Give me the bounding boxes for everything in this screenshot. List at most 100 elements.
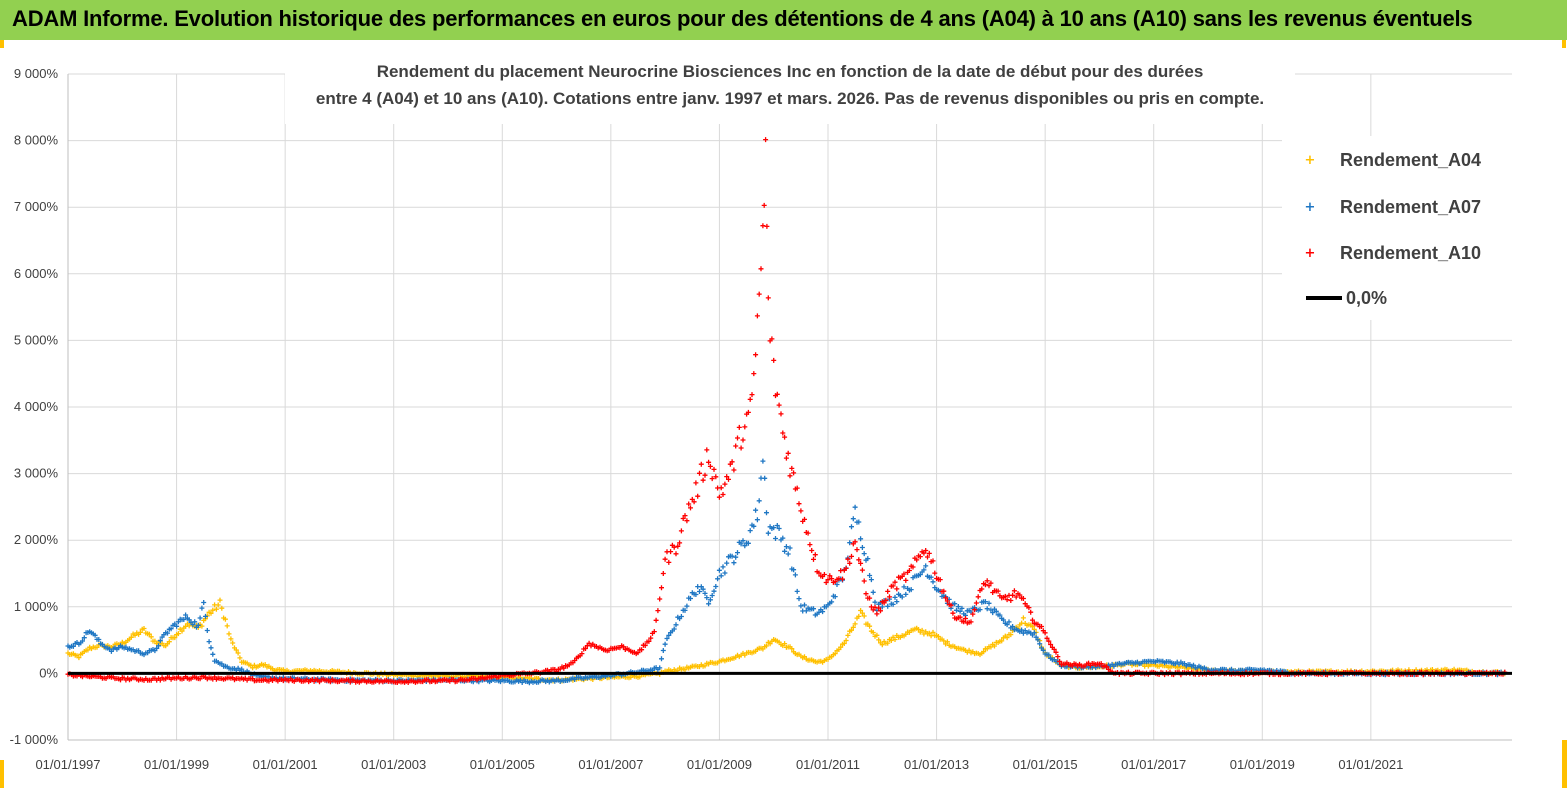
point-a07 — [776, 526, 782, 531]
legend-marker-a04: + — [1304, 152, 1316, 168]
point-a07 — [168, 626, 174, 632]
corner-mark-top-left — [0, 40, 4, 48]
point-a07 — [1191, 662, 1196, 668]
y-tick-label: 1 000% — [14, 599, 59, 614]
point-a04 — [988, 644, 994, 650]
legend-item-a10: + Rendement_A10 — [1300, 241, 1482, 265]
point-a07 — [780, 535, 786, 541]
point-a07 — [798, 603, 804, 609]
point-a04 — [941, 638, 947, 644]
point-a10 — [910, 564, 916, 570]
point-a10 — [1048, 642, 1054, 647]
point-a04 — [146, 631, 152, 637]
point-a10 — [961, 619, 967, 625]
point-a07 — [865, 556, 871, 562]
point-a10 — [646, 638, 652, 644]
point-a07 — [901, 584, 907, 590]
point-a10 — [1002, 593, 1008, 599]
point-a04 — [230, 640, 236, 646]
point-a04 — [233, 647, 239, 653]
point-a07 — [954, 607, 959, 613]
point-a07 — [201, 600, 207, 605]
point-a10 — [698, 461, 704, 467]
point-a04 — [1020, 615, 1026, 621]
point-a10 — [740, 437, 746, 443]
point-a07 — [693, 592, 699, 597]
legend-label-a07: Rendement_A07 — [1340, 196, 1482, 217]
point-a07 — [1033, 634, 1039, 640]
y-tick-label: 5 000% — [14, 332, 59, 347]
point-a07 — [660, 648, 666, 653]
point-a04 — [870, 630, 876, 635]
point-a10 — [1046, 638, 1052, 644]
point-a07 — [785, 551, 791, 557]
point-a07 — [834, 582, 840, 587]
point-a07 — [1035, 637, 1041, 643]
point-a07 — [773, 536, 778, 541]
x-tick-label: 01/01/2007 — [578, 757, 643, 772]
point-a07 — [731, 560, 737, 566]
point-a07 — [199, 605, 205, 611]
point-a07 — [917, 572, 923, 578]
point-a04 — [876, 637, 882, 643]
point-a10 — [688, 505, 693, 511]
point-a10 — [700, 477, 706, 483]
point-a10 — [937, 577, 943, 583]
point-a07 — [783, 544, 789, 550]
point-a10 — [878, 608, 883, 614]
chart-title-line-2: entre 4 (A04) et 10 ans (A10). Cotations… — [315, 89, 1265, 108]
point-a10 — [678, 528, 684, 534]
chart-title: Rendement du placement Neurocrine Biosci… — [285, 58, 1295, 124]
point-a07 — [984, 606, 990, 612]
x-tick-label: 01/01/2013 — [904, 757, 969, 772]
point-a07 — [861, 551, 867, 557]
point-a10 — [847, 560, 853, 566]
point-a04 — [856, 613, 862, 619]
point-a07 — [659, 656, 664, 662]
point-a07 — [1031, 630, 1037, 636]
point-a07 — [738, 541, 744, 547]
point-a10 — [756, 291, 762, 297]
point-a10 — [984, 578, 990, 584]
point-a07 — [930, 579, 936, 585]
point-a07 — [1001, 617, 1006, 623]
point-a07 — [733, 554, 739, 560]
report-title: ADAM Informe. Evolution historique des p… — [12, 6, 1473, 31]
point-a10 — [805, 530, 811, 536]
point-a10 — [901, 571, 907, 577]
point-a07 — [706, 601, 712, 607]
point-a07 — [197, 615, 203, 621]
point-a10 — [796, 501, 802, 507]
point-a10 — [713, 474, 719, 480]
point-a10 — [852, 539, 858, 545]
point-a10 — [1026, 605, 1032, 611]
point-a10 — [695, 493, 701, 499]
point-a04 — [992, 643, 997, 649]
point-a07 — [892, 594, 898, 600]
point-a10 — [876, 605, 882, 611]
point-a10 — [787, 473, 793, 479]
point-a10 — [761, 202, 767, 208]
point-a10 — [668, 549, 674, 555]
point-a10 — [975, 594, 981, 600]
point-a10 — [867, 595, 873, 601]
y-tick-label: 2 000% — [14, 532, 59, 547]
point-a10 — [1104, 664, 1110, 670]
point-a10 — [677, 540, 683, 546]
point-a04 — [916, 627, 921, 632]
point-a10 — [635, 650, 641, 656]
point-a10 — [1020, 596, 1026, 601]
point-a10 — [764, 223, 770, 229]
point-a07 — [811, 606, 816, 612]
point-a07 — [921, 567, 927, 573]
point-a10 — [823, 580, 829, 585]
point-a07 — [718, 573, 724, 579]
point-a07 — [673, 622, 679, 628]
point-a10 — [957, 614, 963, 620]
point-a07 — [850, 516, 856, 522]
point-a07 — [671, 626, 677, 632]
x-tick-label: 01/01/2001 — [253, 757, 318, 772]
point-a10 — [642, 643, 648, 648]
point-a10 — [858, 560, 864, 566]
point-a10 — [950, 610, 956, 616]
